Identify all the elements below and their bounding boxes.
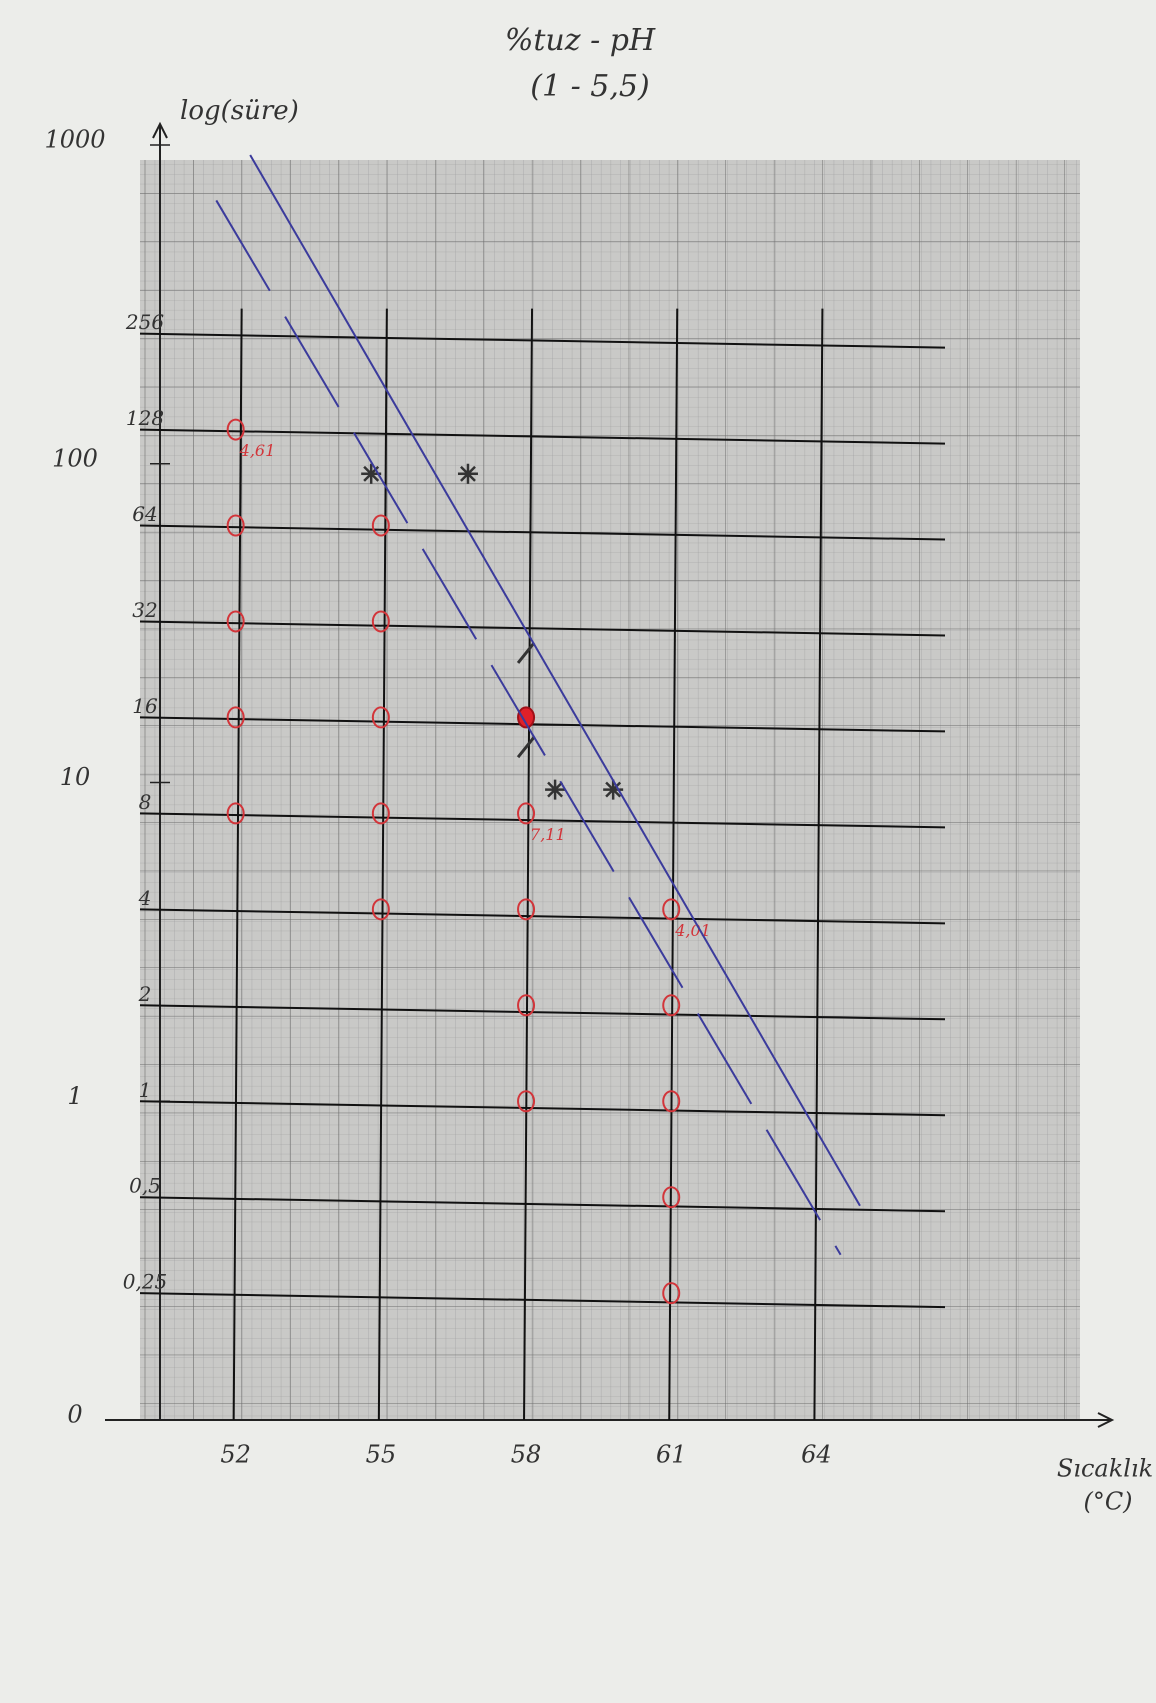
guide-label: 16: [132, 694, 158, 718]
data-point: [662, 1090, 681, 1113]
guide-line: [139, 908, 946, 925]
star-point: [457, 463, 478, 484]
x-arrow: [1097, 1412, 1115, 1428]
dashed-line: [215, 199, 842, 1256]
guide-label: 0,25: [123, 1270, 168, 1294]
star-point: [603, 779, 624, 800]
x-axis-unit: (°C): [1083, 1488, 1132, 1516]
data-point: [226, 802, 245, 825]
data-point: [517, 802, 536, 825]
guide-line: [139, 1292, 946, 1309]
guide-label: 4: [138, 886, 152, 910]
star-point: [545, 779, 566, 800]
data-point: [517, 706, 536, 729]
guide-label: 2: [138, 982, 152, 1006]
tick-point: [516, 641, 536, 664]
data-point: [226, 610, 245, 633]
x-axis-label: Sıcaklık: [1057, 1455, 1153, 1483]
data-point: [371, 802, 390, 825]
data-point: [226, 418, 245, 441]
guide-line: [139, 524, 946, 541]
guide-label: 64: [132, 502, 157, 526]
data-point: [517, 1090, 536, 1113]
y-axis-label: log(süre): [180, 96, 299, 126]
guide-line: [139, 620, 946, 637]
data-point: [517, 994, 536, 1017]
y-tick-label: 1: [67, 1082, 82, 1110]
guide-label: 128: [126, 406, 164, 430]
x-tick-label: 61: [656, 1441, 687, 1469]
guide-label: 8: [139, 790, 152, 814]
guide-line: [139, 332, 946, 349]
point-label: 4,01: [674, 921, 711, 940]
y-tick-label: 100: [52, 444, 98, 472]
guide-line: [139, 1196, 946, 1213]
x-tick-label: 52: [220, 1441, 251, 1469]
data-point: [371, 706, 390, 729]
y-arrow: [152, 121, 168, 139]
x-tick-label: 58: [511, 1441, 542, 1469]
x-tick-label: 55: [366, 1441, 397, 1469]
vertical-line: [668, 308, 679, 1421]
x-tick-label: 64: [801, 1441, 832, 1469]
vertical-line: [523, 308, 534, 1421]
star-point: [361, 463, 382, 484]
guide-line: [139, 812, 946, 829]
data-point: [226, 514, 245, 537]
y-tick-label: 10: [60, 763, 91, 791]
chart-subtitle: (1 - 5,5): [530, 69, 649, 104]
guide-label: 0,5: [129, 1174, 161, 1198]
data-point: [517, 898, 536, 921]
point-label: 7,11: [530, 825, 566, 844]
tick-point: [516, 736, 536, 759]
y-tick-label: 0: [67, 1401, 82, 1429]
data-point: [662, 1282, 681, 1305]
guide-line: [139, 1100, 946, 1117]
data-point: [371, 898, 390, 921]
vertical-line: [232, 308, 243, 1421]
chart-title: %tuz - pH: [505, 23, 656, 58]
data-point: [662, 1186, 681, 1209]
data-point: [371, 514, 390, 537]
fit-line: [249, 154, 861, 1207]
guide-label: 1: [139, 1078, 152, 1102]
guide-label: 32: [132, 598, 157, 622]
vertical-line: [813, 308, 824, 1421]
data-point: [662, 898, 681, 921]
data-point: [371, 610, 390, 633]
point-label: 4,61: [239, 441, 276, 460]
vertical-line: [377, 308, 388, 1421]
data-point: [662, 994, 681, 1017]
data-point: [226, 706, 245, 729]
guide-line: [139, 1004, 946, 1021]
guide-line: [139, 428, 946, 445]
y-tick-label: 1000: [44, 126, 105, 154]
guide-label: 256: [125, 310, 164, 334]
guide-line: [139, 716, 946, 733]
